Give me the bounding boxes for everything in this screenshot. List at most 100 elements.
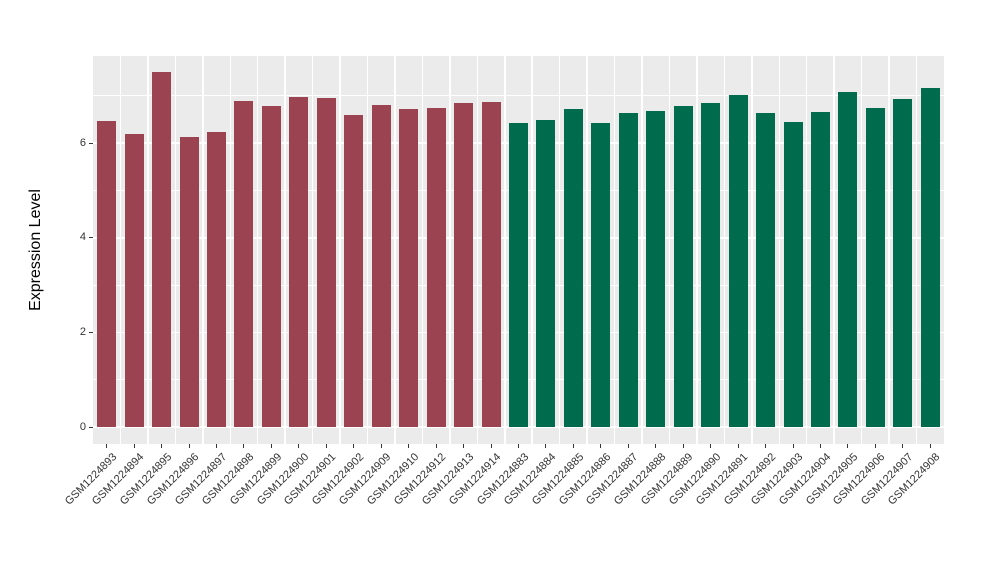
x-tick-mark — [682, 444, 684, 448]
x-tick-mark — [765, 444, 767, 448]
x-tick-mark — [325, 444, 327, 448]
x-tick-mark — [847, 444, 849, 448]
gridline-x-boundary — [339, 56, 341, 444]
x-tick-mark — [929, 444, 931, 448]
x-tick-mark — [600, 444, 602, 448]
y-tick-mark — [89, 237, 93, 239]
bar-GSM1224914 — [481, 102, 501, 427]
bar-GSM1224904 — [810, 112, 830, 427]
gridline-x-boundary — [366, 56, 369, 444]
y-tick-label: 4 — [79, 231, 86, 244]
x-tick-mark — [902, 444, 904, 448]
bar-GSM1224894 — [124, 133, 144, 427]
bar-GSM1224883 — [509, 122, 528, 427]
x-tick-mark — [490, 444, 492, 448]
bar-GSM1224889 — [673, 106, 693, 427]
bar-GSM1224901 — [316, 98, 336, 427]
x-tick-mark — [737, 444, 739, 448]
bar-GSM1224897 — [207, 131, 227, 427]
bar-GSM1224896 — [179, 136, 199, 427]
gridline-x-boundary — [147, 56, 149, 444]
gridline-x-boundary — [174, 56, 177, 444]
x-tick-mark — [353, 444, 355, 448]
x-tick-mark — [270, 444, 272, 448]
x-tick-mark — [545, 444, 547, 448]
bar-GSM1224910 — [399, 109, 419, 427]
gridline-x-boundary — [202, 56, 204, 444]
gridline-x-boundary — [476, 56, 479, 444]
x-tick-mark — [627, 444, 629, 448]
plot-panel — [93, 56, 944, 444]
bar-GSM1224913 — [454, 102, 474, 427]
gridline-x-boundary — [256, 56, 259, 444]
bar-GSM1224905 — [838, 91, 858, 427]
y-tick-mark — [89, 142, 93, 144]
x-tick-mark — [819, 444, 821, 448]
y-tick-label: 0 — [79, 420, 86, 433]
x-tick-mark — [188, 444, 190, 448]
bar-GSM1224899 — [261, 105, 281, 427]
bar-GSM1224909 — [371, 104, 391, 427]
gridline-x-boundary — [613, 56, 616, 444]
x-tick-mark — [463, 444, 465, 448]
x-tick-mark — [408, 444, 410, 448]
gridline-x-boundary — [229, 56, 231, 444]
y-tick-mark — [89, 331, 93, 333]
bar-GSM1224887 — [618, 112, 638, 427]
bar-GSM1224907 — [893, 98, 913, 427]
gridline-x-boundary — [915, 56, 918, 444]
x-tick-mark — [216, 444, 218, 448]
x-tick-mark — [518, 444, 519, 448]
gridline-x-boundary — [586, 56, 588, 444]
gridline-x-boundary — [778, 56, 781, 444]
gridline-x-boundary — [558, 56, 561, 444]
gridline-x-boundary — [421, 56, 424, 444]
gridline-x-boundary — [311, 56, 314, 444]
gridline-x-boundary — [860, 56, 863, 444]
gridline-x-boundary — [805, 56, 808, 444]
y-axis-title-text: Expression Level — [27, 189, 44, 311]
x-tick-mark — [161, 444, 163, 448]
bar-GSM1224906 — [865, 107, 885, 427]
major-gridline-y-0 — [93, 426, 944, 428]
bar-GSM1224902 — [344, 115, 364, 427]
x-tick-mark — [106, 444, 108, 448]
x-tick-mark — [243, 444, 245, 448]
gridline-x-boundary — [751, 56, 753, 444]
gridline-x-boundary — [119, 56, 122, 444]
x-tick-mark — [380, 444, 382, 448]
gridline-x-boundary — [723, 56, 726, 444]
gridline-x-boundary — [449, 56, 451, 444]
gridline-x-boundary — [504, 56, 506, 444]
x-tick-mark — [435, 444, 437, 448]
bar-GSM1224903 — [783, 122, 803, 427]
y-tick-mark — [89, 426, 93, 428]
gridline-x-boundary — [696, 56, 698, 444]
x-tick-mark — [572, 444, 574, 448]
y-tick-label: 2 — [79, 325, 86, 338]
gridline-x-boundary — [394, 56, 396, 444]
x-tick-mark — [655, 444, 657, 448]
x-tick-mark — [874, 444, 876, 448]
bar-GSM1224891 — [728, 95, 748, 427]
bar-GSM1224886 — [591, 123, 611, 427]
gridline-x-boundary — [284, 56, 286, 444]
bar-GSM1224912 — [426, 107, 446, 427]
gridline-x-boundary — [641, 56, 643, 444]
bar-GSM1224884 — [536, 120, 556, 427]
gridline-x-boundary — [531, 56, 533, 444]
x-tick-mark — [298, 444, 300, 448]
minor-gridline-y-7 — [93, 95, 944, 97]
bar-GSM1224893 — [97, 121, 117, 427]
x-tick-mark — [710, 444, 712, 448]
gridline-x-boundary — [668, 56, 671, 444]
bar-GSM1224888 — [646, 111, 666, 427]
bar-GSM1224908 — [920, 87, 940, 427]
x-tick-mark — [133, 444, 135, 448]
bar-GSM1224892 — [756, 112, 776, 427]
y-tick-label: 6 — [79, 136, 86, 149]
bar-GSM1224895 — [152, 71, 172, 427]
x-tick-mark — [792, 444, 794, 448]
bar-GSM1224898 — [234, 100, 254, 427]
